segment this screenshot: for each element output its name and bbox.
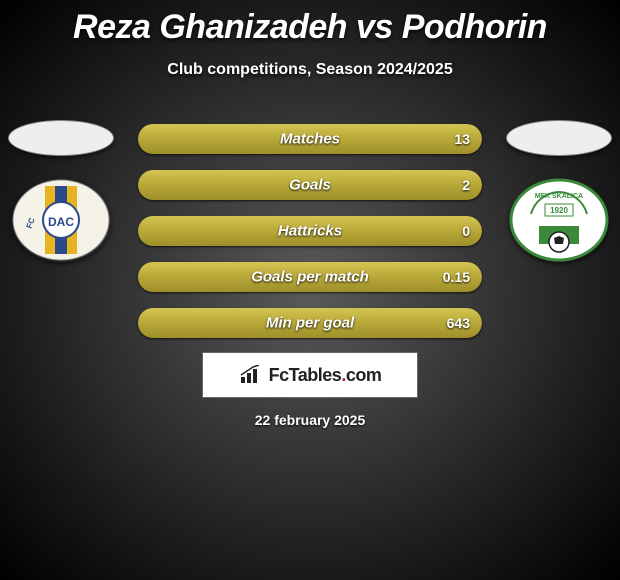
stat-value-right: 0 xyxy=(462,223,470,239)
flag-right xyxy=(506,120,612,156)
stat-label: Min per goal xyxy=(266,315,354,332)
chart-icon xyxy=(239,365,265,385)
page-title: Reza Ghanizadeh vs Podhorin xyxy=(0,0,620,47)
stat-fill-left xyxy=(138,170,145,200)
dac-crest-icon: DAC FC xyxy=(11,178,111,262)
stat-label: Matches xyxy=(280,131,340,148)
flag-left xyxy=(8,120,114,156)
stat-label: Hattricks xyxy=(278,223,342,240)
player-left-column: DAC FC xyxy=(6,120,116,262)
stat-fill-left xyxy=(138,124,145,154)
player-right-column: MFK SKALICA 1920 xyxy=(504,120,614,262)
stat-fill-left xyxy=(138,216,145,246)
stat-row: Hattricks 0 xyxy=(138,216,482,246)
svg-text:1920: 1920 xyxy=(550,206,568,215)
stats-container: Matches 13 Goals 2 Hattricks 0 Goals per match… xyxy=(138,124,482,354)
stat-row: Matches 13 xyxy=(138,124,482,154)
stat-value-right: 2 xyxy=(462,177,470,193)
stat-row: Goals 2 xyxy=(138,170,482,200)
date-text: 22 february 2025 xyxy=(255,412,366,428)
club-badge-right: MFK SKALICA 1920 xyxy=(509,178,609,262)
club-badge-left: DAC FC xyxy=(11,178,111,262)
branding-suffix: com xyxy=(346,365,382,385)
stat-value-right: 643 xyxy=(447,315,470,331)
page-subtitle: Club competitions, Season 2024/2025 xyxy=(0,61,620,79)
stat-label: Goals xyxy=(289,177,331,194)
svg-text:DAC: DAC xyxy=(48,215,74,229)
svg-text:MFK SKALICA: MFK SKALICA xyxy=(535,193,583,200)
branding-prefix: FcTables xyxy=(269,365,342,385)
branding-text: FcTables.com xyxy=(269,365,382,386)
branding-box[interactable]: FcTables.com xyxy=(202,352,418,398)
stat-value-right: 13 xyxy=(454,131,470,147)
skalica-crest-icon: MFK SKALICA 1920 xyxy=(509,178,609,262)
stat-fill-left xyxy=(138,262,145,292)
stat-value-right: 0.15 xyxy=(443,269,470,285)
stat-row: Min per goal 643 xyxy=(138,308,482,338)
stat-row: Goals per match 0.15 xyxy=(138,262,482,292)
stat-fill-left xyxy=(138,308,145,338)
stat-label: Goals per match xyxy=(251,269,369,286)
